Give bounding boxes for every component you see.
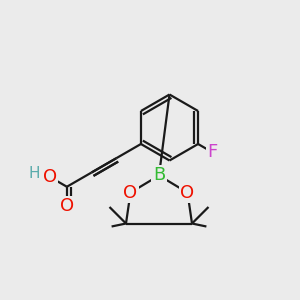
Text: O: O (180, 184, 195, 202)
Text: H: H (28, 167, 40, 182)
Text: F: F (207, 143, 218, 161)
Text: O: O (123, 184, 138, 202)
Text: O: O (43, 168, 57, 186)
Text: O: O (60, 197, 74, 215)
Text: B: B (153, 167, 165, 184)
